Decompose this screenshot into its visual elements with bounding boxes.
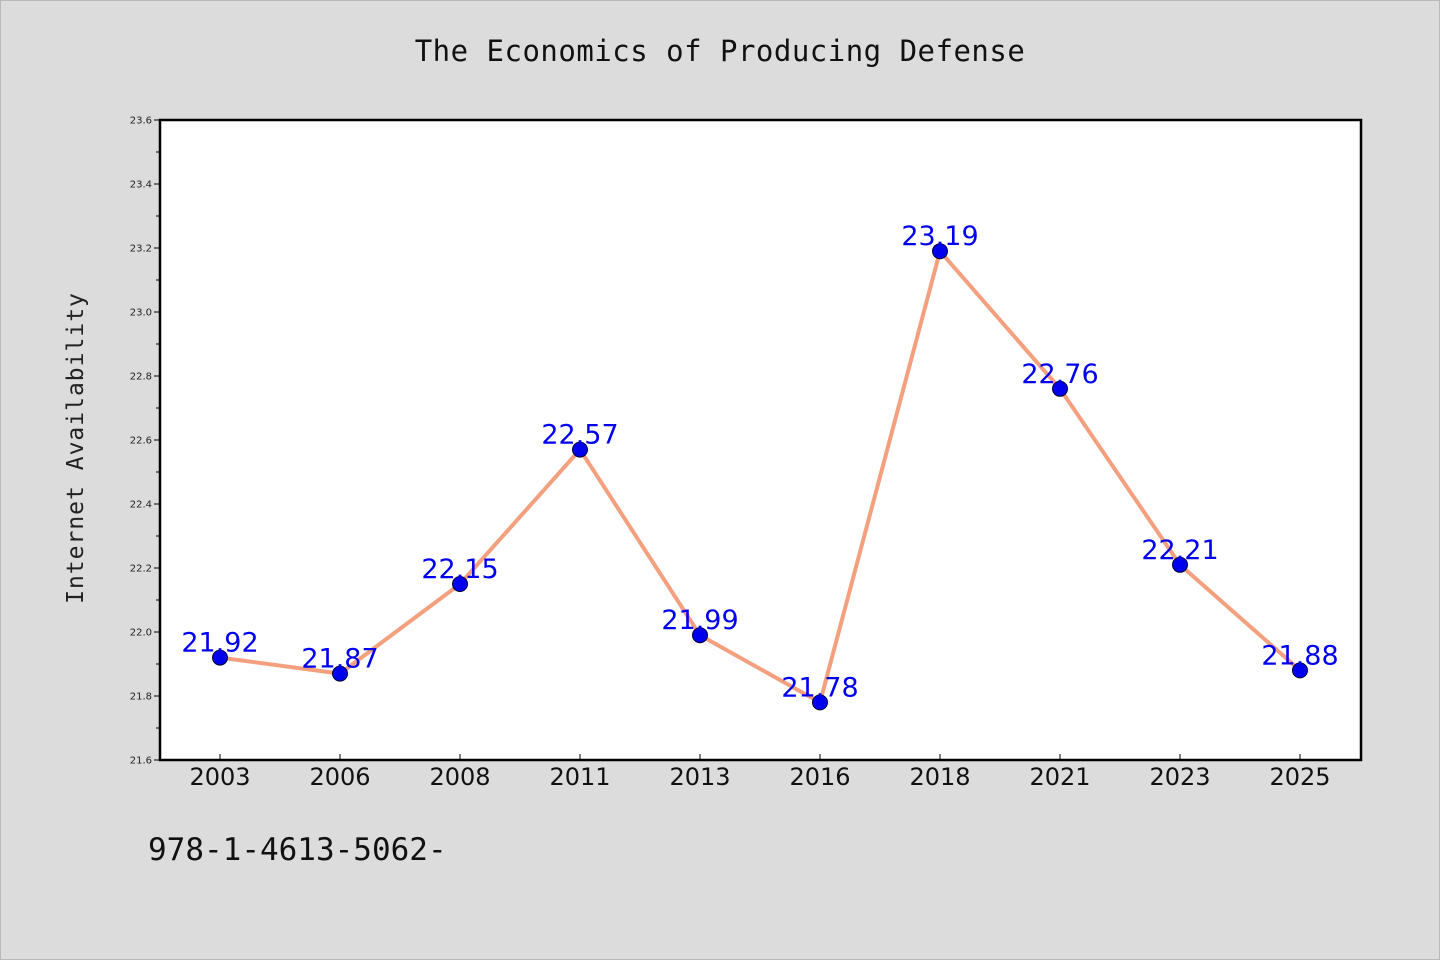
data-point bbox=[932, 243, 948, 260]
y-tick-label: 23.2 bbox=[130, 244, 152, 255]
x-tick-label: 2008 bbox=[429, 763, 490, 791]
data-point bbox=[1052, 380, 1068, 397]
chart-title: The Economics of Producing Defense bbox=[414, 34, 1026, 68]
x-tick-label: 2011 bbox=[549, 763, 610, 791]
data-label: 22.57 bbox=[541, 420, 618, 451]
x-tick-label: 2021 bbox=[1029, 763, 1090, 791]
data-point bbox=[332, 665, 348, 682]
data-point bbox=[452, 576, 468, 592]
x-tick-label: 2023 bbox=[1149, 763, 1210, 791]
x-axis: 2003 2006 2008 2011 2013 2016 2018 2021 2023 2025 bbox=[189, 754, 1331, 791]
y-tick-label: 22.0 bbox=[130, 628, 152, 639]
data-point bbox=[1172, 556, 1188, 573]
plot-area bbox=[158, 118, 1363, 762]
x-tick-label: 2006 bbox=[309, 763, 370, 791]
y-axis: 21.6 21.8 22.0 22.2 22.4 22.6 22.8 23.0 23.2 23.4… bbox=[130, 116, 160, 767]
data-label: 23.19 bbox=[901, 221, 978, 252]
data-label: 22.15 bbox=[421, 554, 498, 585]
data-label: 21.78 bbox=[781, 672, 858, 703]
data-point bbox=[1292, 662, 1308, 679]
y-tick-label: 22.2 bbox=[130, 564, 152, 575]
data-point bbox=[212, 649, 228, 666]
y-tick-label: 23.6 bbox=[130, 116, 152, 127]
data-label: 21.87 bbox=[301, 644, 378, 675]
data-label: 21.88 bbox=[1261, 640, 1338, 671]
x-tick-label: 2003 bbox=[189, 763, 250, 791]
series-line bbox=[218, 249, 1302, 705]
data-point bbox=[812, 694, 828, 711]
y-tick-label: 21.6 bbox=[130, 756, 152, 767]
x-tick-label: 2016 bbox=[789, 763, 850, 791]
data-label: 22.21 bbox=[1141, 535, 1218, 566]
x-tick-label: 2025 bbox=[1269, 763, 1330, 791]
y-tick-label: 23.0 bbox=[130, 308, 152, 319]
data-point bbox=[572, 441, 588, 458]
y-tick-label: 22.4 bbox=[130, 500, 152, 511]
data-labels: 21.92 21.87 22.15 22.57 21.99 21.78 23.19 22.76… bbox=[181, 221, 1338, 703]
data-label: 21.99 bbox=[661, 605, 738, 636]
footer-code: 978-1-4613-5062- bbox=[148, 832, 447, 868]
x-tick-label: 2013 bbox=[669, 763, 730, 791]
y-tick-label: 22.6 bbox=[130, 436, 152, 447]
data-label: 21.92 bbox=[181, 628, 258, 659]
x-tick-label: 2018 bbox=[909, 763, 970, 791]
y-tick-label: 22.8 bbox=[130, 372, 152, 383]
y-tick-label: 21.8 bbox=[130, 692, 152, 703]
y-tick-label: 23.4 bbox=[130, 180, 152, 191]
data-markers bbox=[212, 243, 1308, 711]
data-label: 22.76 bbox=[1021, 359, 1098, 390]
data-point bbox=[692, 627, 708, 644]
